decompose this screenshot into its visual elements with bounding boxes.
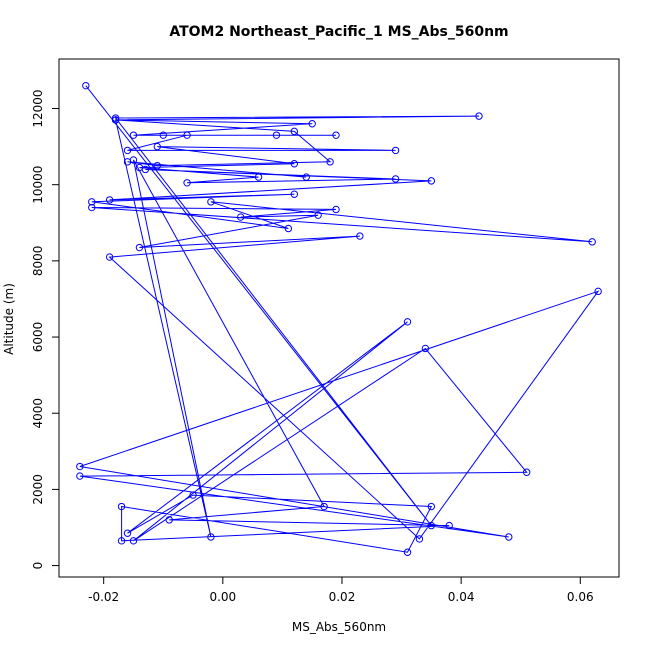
data-point	[207, 198, 215, 206]
x-tick-label: 0.06	[567, 590, 594, 604]
data-point	[111, 116, 120, 124]
data-point	[117, 537, 126, 545]
y-tick-label: 6000	[31, 322, 45, 353]
x-axis: -0.02 0.00 0.02 0.04 0.06	[88, 576, 594, 604]
data-point	[111, 114, 120, 122]
y-tick-label: 10000	[31, 166, 45, 204]
data-point	[427, 521, 436, 530]
data-point	[117, 502, 126, 511]
data-point	[76, 472, 84, 480]
data-point	[207, 533, 215, 541]
data-point	[290, 160, 299, 168]
data-point	[82, 81, 90, 90]
x-axis-label: MS_Abs_560nm	[292, 620, 386, 634]
data-point	[415, 535, 424, 543]
data-point	[88, 203, 96, 212]
data-point	[123, 529, 132, 537]
data-series	[76, 81, 602, 556]
data-point	[475, 112, 483, 120]
data-point	[153, 161, 161, 170]
data-point	[254, 173, 263, 181]
data-point	[332, 131, 340, 139]
data-point	[403, 548, 412, 556]
data-point	[391, 175, 400, 183]
data-point	[123, 146, 132, 155]
data-point	[326, 158, 334, 166]
data-point	[159, 131, 167, 139]
data-point	[594, 287, 602, 296]
series-line	[79, 85, 600, 553]
chart-title: ATOM2 Northeast_Pacific_1 MS_Abs_560nm	[169, 24, 508, 40]
data-point	[123, 158, 132, 166]
data-point	[105, 253, 114, 261]
data-point	[105, 196, 114, 204]
data-point	[427, 502, 436, 511]
y-axis: 0 2000 4000 6000 8000 10000 12000	[31, 89, 60, 570]
y-tick-label: 8000	[31, 246, 45, 277]
y-tick-label: 12000	[31, 89, 45, 127]
y-tick-label: 4000	[31, 398, 45, 429]
data-point	[522, 468, 531, 476]
data-point	[320, 502, 328, 511]
x-tick-label: 0.02	[329, 590, 356, 604]
x-tick-label: 0.04	[448, 590, 475, 604]
y-tick-label: 2000	[31, 474, 45, 505]
y-axis-label: Altitude (m)	[2, 283, 16, 355]
data-point	[588, 238, 596, 246]
data-point	[308, 120, 316, 128]
data-point	[183, 179, 191, 187]
data-point	[284, 224, 293, 233]
data-point	[88, 198, 96, 206]
x-tick-label: 0.00	[209, 590, 236, 604]
data-point	[272, 131, 281, 139]
data-point	[421, 344, 430, 353]
data-point	[302, 173, 310, 181]
data-point	[129, 131, 138, 139]
data-point	[237, 213, 245, 221]
data-point	[403, 318, 412, 326]
data-point	[356, 232, 364, 240]
data-point	[183, 131, 191, 139]
data-point	[391, 146, 400, 155]
data-point	[314, 211, 322, 219]
data-point	[76, 462, 84, 471]
data-point	[165, 516, 173, 524]
data-point	[189, 491, 197, 499]
data-point	[129, 537, 138, 545]
y-tick-label: 0	[31, 562, 45, 570]
x-tick-label: -0.02	[88, 590, 119, 604]
data-point	[290, 127, 299, 136]
data-point	[290, 190, 299, 198]
data-point	[332, 205, 340, 214]
data-point	[427, 177, 436, 185]
data-point	[445, 521, 453, 530]
data-point	[153, 142, 161, 151]
data-point	[141, 165, 150, 174]
data-point	[135, 243, 144, 252]
data-point	[505, 533, 513, 541]
